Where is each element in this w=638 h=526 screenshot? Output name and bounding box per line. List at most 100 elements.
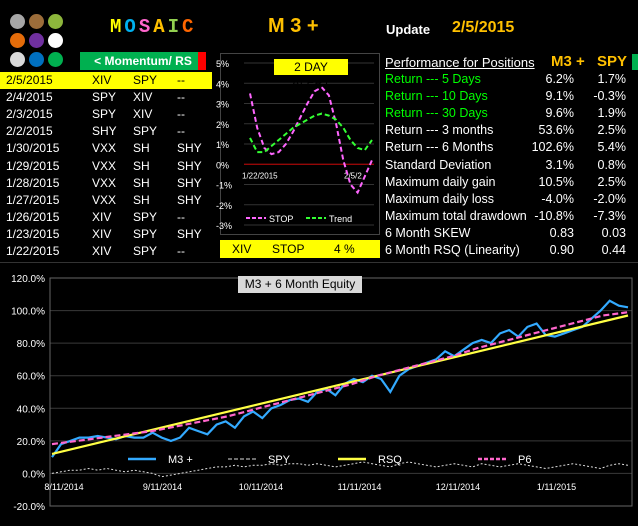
performance-value: 53.6%: [538, 123, 574, 138]
signal-row[interactable]: 1/28/2015 VXX SH SHY: [0, 175, 212, 192]
brand-title: MOSAIC: [110, 16, 196, 38]
equity-x-tick: 8/11/2014: [44, 482, 83, 492]
alert-title: 2 DAY ALERT: [274, 59, 348, 90]
alert-signal: STOP: [272, 242, 305, 256]
performance-row: Maximum daily loss -4.0% -2.0%: [385, 191, 638, 208]
alert-y-tick: -1%: [216, 181, 232, 191]
brand-letter: A: [153, 16, 168, 38]
signal-cell-a: SPY: [92, 90, 117, 105]
equity-x-tick: 10/11/2014: [239, 482, 283, 492]
signal-cell-date: 2/5/2015: [6, 73, 53, 87]
alert-y-tick: 2%: [216, 120, 229, 130]
performance-value: 1.9%: [597, 106, 627, 121]
equity-y-tick: 80.0%: [17, 339, 45, 350]
performance-value: 9.1%: [545, 89, 575, 104]
alert-y-tick: -2%: [216, 201, 232, 211]
equity-series-spy: [51, 461, 629, 478]
signal-cell-c: SHY: [177, 141, 202, 156]
performance-value: 1.7%: [597, 72, 627, 86]
signal-cell-c: SHY: [177, 226, 202, 241]
logo: [0, 0, 70, 67]
signal-cell-b: SPY: [133, 209, 158, 224]
alert-y-tick: 5%: [216, 59, 229, 69]
performance-row: Return --- 5 Days 6.2% 1.7%: [385, 71, 638, 88]
logo-dot: [48, 52, 63, 67]
signal-cell-b: SH: [133, 158, 150, 173]
equity-legend-label: RSQ: [378, 454, 402, 466]
signal-cell-date: 2/4/2015: [6, 90, 53, 105]
signal-row[interactable]: 1/26/2015 XIV SPY --: [0, 209, 212, 226]
signal-cell-date: 1/23/2015: [6, 226, 60, 241]
performance-label: Standard Deviation: [385, 157, 492, 172]
momentum-header-label: < Momentum/ RS: [94, 54, 192, 68]
signal-row[interactable]: 1/23/2015 XIV SPY SHY: [0, 226, 212, 243]
signal-row[interactable]: 1/22/2015 XIV SPY --: [0, 243, 212, 260]
performance-row: Maximum total drawdown -10.8% -7.3%: [385, 208, 638, 225]
equity-x-tick: 11/11/2014: [338, 482, 382, 492]
signal-cell-date: 1/22/2015: [6, 244, 60, 258]
equity-chart-panel: [0, 262, 638, 526]
signal-row[interactable]: 2/4/2015 SPY XIV --: [0, 89, 212, 106]
signal-row[interactable]: 1/27/2015 VXX SH SHY: [0, 192, 212, 209]
performance-row: Return --- 3 months 53.6% 2.5%: [385, 122, 638, 139]
equity-title: M3 + 6 Month Equity: [238, 276, 362, 293]
equity-chart: 120.0% 100.0% 80.0% 60.0% 40.0% 20.0% 0.0% -20.…: [11, 274, 633, 513]
signal-cell-date: 2/3/2015: [6, 107, 53, 122]
performance-value: 0.83: [549, 225, 574, 240]
equity-y-tick: 20.0%: [17, 437, 45, 448]
performance-header: Performance for Positions: [385, 55, 535, 70]
signal-row[interactable]: 2/2/2015 SHY SPY --: [0, 123, 212, 140]
alert-legend-label: STOP: [269, 214, 293, 224]
signal-cell-date: 1/28/2015: [6, 175, 60, 190]
alert-series-trend: [249, 112, 373, 154]
alert-legend-label: Trend: [329, 214, 352, 224]
equity-series-rsq: [51, 314, 629, 455]
signal-cell-a: XIV: [92, 209, 112, 224]
signal-cell-a: XIV: [92, 73, 112, 87]
signal-cell-b: SPY: [133, 73, 158, 87]
brand-letter: O: [124, 16, 139, 38]
signal-cell-date: 2/2/2015: [6, 124, 53, 139]
performance-label: 6 Month SKEW: [385, 225, 471, 240]
performance-label: Return --- 10 Days: [385, 89, 488, 104]
signal-cell-b: XIV: [133, 107, 153, 122]
alert-y-tick: 3%: [216, 100, 229, 110]
equity-x-tick: 12/11/2014: [436, 482, 480, 492]
performance-value: 5.4%: [597, 140, 627, 155]
signal-row[interactable]: 2/5/2015 XIV SPY --: [0, 72, 212, 89]
equity-legend-label: M3 +: [168, 454, 193, 466]
brand-letter: C: [182, 16, 197, 38]
signal-cell-b: SPY: [133, 244, 158, 258]
performance-row: 6 Month RSQ (Linearity) 0.90 0.44: [385, 242, 638, 259]
alert-chart: 5% 4% 3% 2% 1% 0% -1% -2% -3% 1/22/2015 2/5/2 STOP T…: [216, 59, 374, 231]
equity-plot-frame: [49, 277, 633, 507]
performance-label: Maximum total drawdown: [385, 208, 527, 223]
performance-value: -4.0%: [541, 191, 574, 206]
signal-cell-a: VXX: [92, 192, 117, 207]
performance-value: 10.5%: [538, 174, 574, 189]
performance-row: Return --- 6 Months 102.6% 5.4%: [385, 139, 638, 156]
signal-row[interactable]: 2/3/2015 SPY XIV --: [0, 106, 212, 123]
signal-cell-b: SPY: [133, 226, 158, 241]
performance-marker: [632, 54, 638, 70]
equity-y-tick: 0.0%: [22, 469, 45, 480]
signal-row[interactable]: 1/29/2015 VXX SH SHY: [0, 158, 212, 175]
signal-cell-c: --: [177, 124, 185, 139]
performance-label: Return --- 3 months: [385, 123, 494, 138]
equity-series-m3: [51, 299, 629, 458]
signal-cell-a: XIV: [92, 226, 112, 241]
logo-dot: [10, 14, 25, 29]
signal-cell-date: 1/27/2015: [6, 192, 60, 207]
signal-cell-date: 1/26/2015: [6, 209, 60, 224]
signal-cell-c: --: [177, 244, 185, 258]
signal-row[interactable]: 1/30/2015 VXX SH SHY: [0, 140, 212, 157]
signal-cell-a: XIV: [92, 244, 112, 258]
performance-value: 0.8%: [597, 157, 627, 172]
alert-x-tick: 2/5/2: [344, 171, 362, 180]
signal-cell-date: 1/30/2015: [6, 141, 60, 156]
performance-value: 6.2%: [545, 72, 575, 86]
signal-cell-b: SPY: [133, 124, 158, 139]
signal-cell-b: SH: [133, 192, 150, 207]
signal-cell-a: VXX: [92, 175, 117, 190]
signal-cell-date: 1/29/2015: [6, 158, 60, 173]
